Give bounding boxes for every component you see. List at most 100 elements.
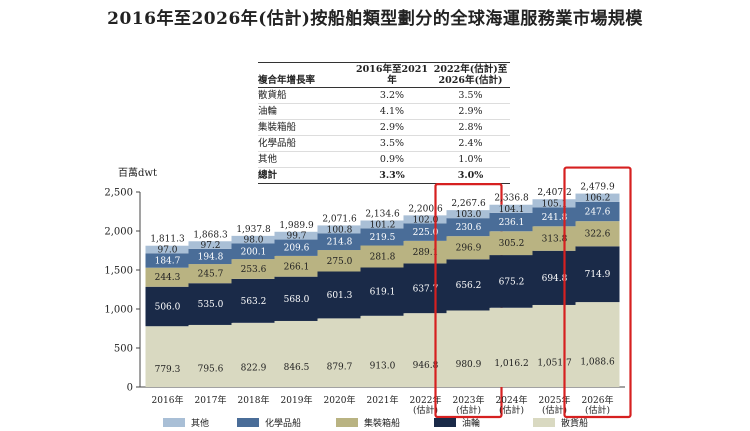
y-tick-label: 0 <box>127 383 133 394</box>
bar-value-label: 1,088.6 <box>580 358 615 368</box>
cagr-header-row: 複合年增長率 2016年至2021年 2022年(估計)至 2026年(估計) <box>258 62 510 88</box>
bar-segment <box>145 245 190 254</box>
y-tick-label: 500 <box>114 344 133 355</box>
legend-swatch <box>163 418 185 427</box>
cagr-total-row: 總計 3.3% 3.0% <box>258 167 510 184</box>
bar-segment <box>317 318 362 387</box>
bar-value-label: 305.2 <box>499 239 525 249</box>
bar-segment <box>489 204 534 213</box>
bar-segment <box>317 271 362 319</box>
bar-value-label: 100.8 <box>327 225 353 235</box>
bar-segment <box>317 233 362 251</box>
bar-segment <box>231 259 276 279</box>
bar-total-label: 1,811.3 <box>150 235 185 245</box>
cagr-cell-v1: 3.3% <box>353 167 431 184</box>
bar-segment <box>360 220 405 229</box>
cagr-cell-label: 化學品船 <box>258 135 353 152</box>
bar-value-label: 535.0 <box>198 300 224 310</box>
bar-segment <box>489 231 534 256</box>
bar-value-label: 322.6 <box>585 230 611 240</box>
bar-segment <box>446 259 491 311</box>
bar-value-label: 846.5 <box>284 363 310 373</box>
cagr-cell-v1: 0.9% <box>353 151 431 168</box>
bar-segment <box>532 304 577 387</box>
x-tick-label: 2020年 <box>324 394 356 406</box>
bar-segment <box>145 267 190 287</box>
x-tick-label: 2025年 <box>539 394 571 406</box>
bar-segment <box>575 302 620 387</box>
x-tick-label: 2021年 <box>367 394 399 406</box>
cagr-cell-label: 集裝箱船 <box>258 119 353 136</box>
legend-swatch <box>336 418 358 427</box>
bar-segment <box>446 210 491 219</box>
bar-value-label: 568.0 <box>284 295 310 305</box>
bar-value-label: 104.1 <box>499 205 525 215</box>
bar-segment <box>274 276 319 321</box>
bar-value-label: 637.7 <box>413 284 439 294</box>
x-tick-label: 2019年 <box>281 394 313 406</box>
legend-swatch <box>533 418 555 427</box>
chart-title: 2016年至2026年(估計)按船舶類型劃分的全球海運服務業市場規模 <box>107 9 643 29</box>
bar-segment <box>145 286 190 327</box>
cagr-cell-v1: 2.9% <box>353 119 431 136</box>
bar-value-label: 281.8 <box>370 253 396 263</box>
bar-total-label: 1,989.9 <box>279 221 314 231</box>
bar-value-label: 106.2 <box>585 194 611 204</box>
bar-segment <box>231 322 276 387</box>
bar-segment <box>231 235 276 244</box>
x-tick-label: 2017年 <box>195 394 227 406</box>
x-tick-label: 2026年 <box>582 394 614 406</box>
bar-segment <box>188 241 233 249</box>
x-tick-label: 2023年 <box>453 394 485 406</box>
bar-segment <box>145 326 190 387</box>
bar-total-label: 2,479.9 <box>580 183 615 193</box>
cagr-cell-v2: 3.5% <box>431 87 510 104</box>
bar-segment <box>145 253 190 268</box>
bar-segment <box>489 212 534 232</box>
cagr-cell-label: 散貨船 <box>258 87 353 104</box>
bar-segment <box>360 315 405 387</box>
bar-value-label: 97.2 <box>200 241 220 251</box>
bar-value-label: 1,016.2 <box>494 359 528 369</box>
bar-value-label: 266.1 <box>284 262 310 272</box>
bar-value-label: 253.6 <box>241 265 267 275</box>
bar-value-label: 694.8 <box>542 274 568 284</box>
legend-swatch <box>434 418 456 427</box>
bar-value-label: 980.9 <box>456 360 482 370</box>
bar-value-label: 675.2 <box>499 277 525 287</box>
bar-value-label: 506.0 <box>155 302 181 312</box>
bar-value-label: 209.6 <box>284 244 310 254</box>
legend-label: 油輪 <box>462 417 480 429</box>
bar-value-label: 619.1 <box>370 288 396 298</box>
bar-value-label: 247.6 <box>585 208 611 218</box>
bar-segment <box>575 193 620 202</box>
cagr-cell-v2: 1.0% <box>431 151 510 168</box>
bar-segment <box>403 313 448 387</box>
bar-segment <box>403 263 448 314</box>
highlight-box <box>563 166 632 419</box>
cagr-cell-v1: 4.1% <box>353 103 431 120</box>
bar-value-label: 656.2 <box>456 281 482 291</box>
bar-value-label: 563.2 <box>241 297 267 307</box>
bar-segment <box>446 310 491 387</box>
bar-segment <box>188 324 233 387</box>
cagr-cell-v1: 3.5% <box>353 135 431 152</box>
legend-label: 散貨船 <box>561 417 588 429</box>
bar-segment <box>575 246 620 303</box>
bar-total-label: 1,937.8 <box>236 225 271 235</box>
bar-value-label: 241.8 <box>542 213 568 223</box>
bar-value-label: 289.1 <box>413 248 439 258</box>
bar-value-label: 244.3 <box>155 273 181 283</box>
bar-segment <box>446 236 491 260</box>
x-tick-label: (估計) <box>456 404 481 416</box>
bar-value-label: 601.3 <box>327 291 353 301</box>
x-tick-label: 2024年 <box>496 394 528 406</box>
bar-value-label: 795.6 <box>198 364 224 374</box>
bar-value-label: 103.0 <box>456 210 482 220</box>
bar-total-label: 2,200.6 <box>408 204 443 214</box>
cagr-row: 其他 0.9% 1.0% <box>258 151 510 168</box>
legend-label: 其他 <box>191 417 209 429</box>
bar-segment <box>489 255 534 308</box>
bar-segment <box>532 226 577 251</box>
